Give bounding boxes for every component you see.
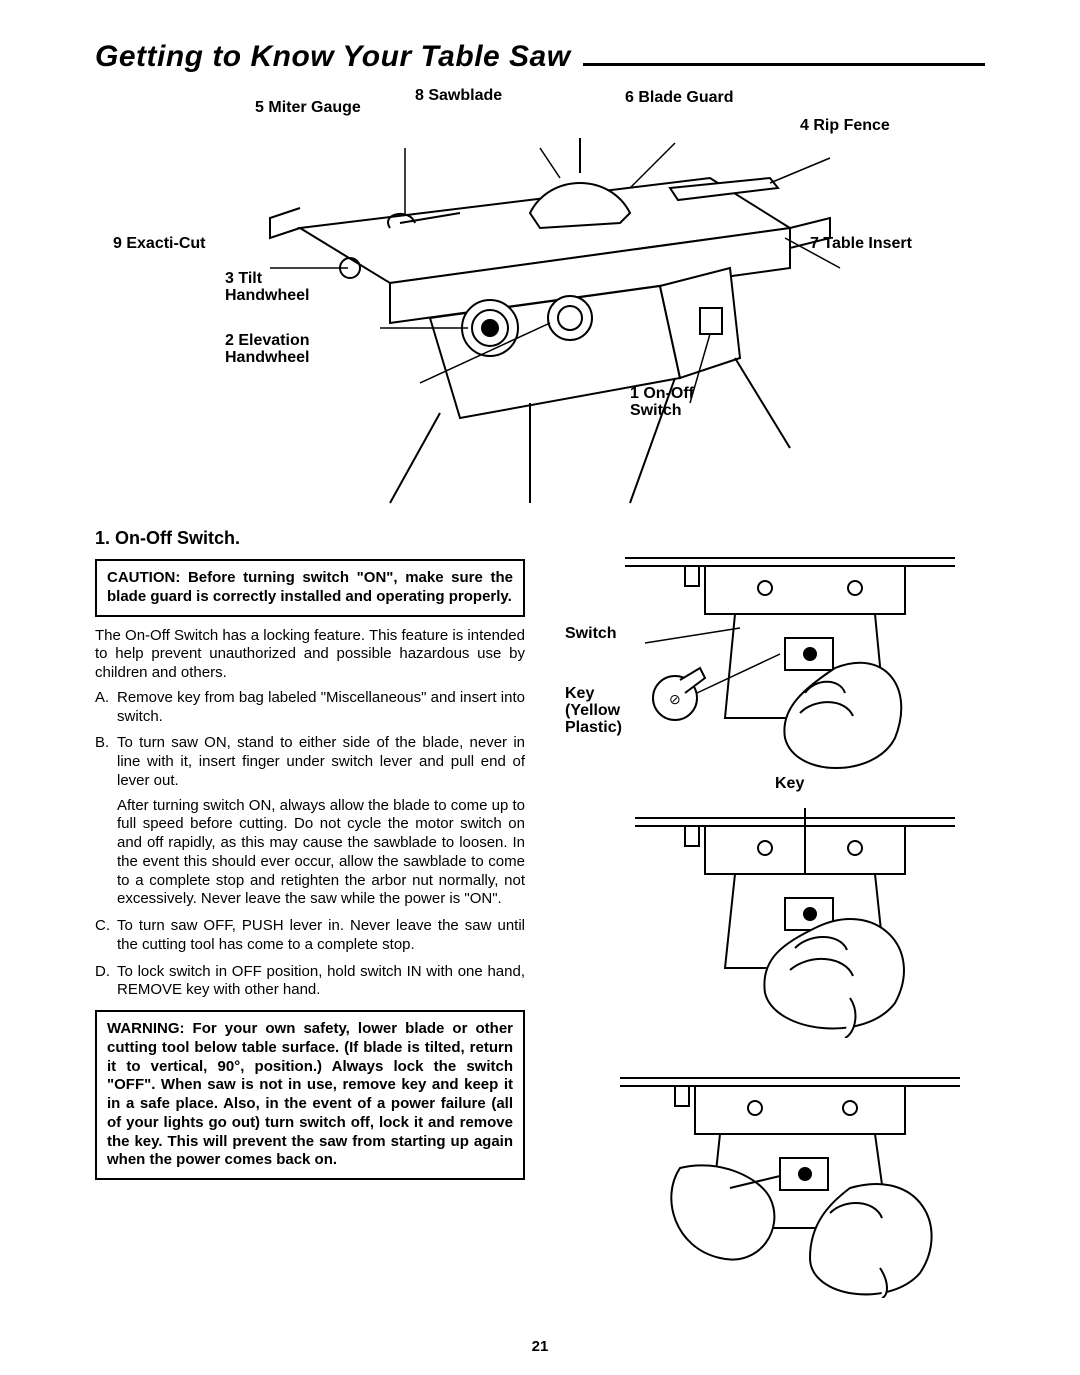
svg-text:⊘: ⊘ bbox=[669, 691, 681, 707]
right-column: ⊘ Switch Key (Yellow Plastic) Key bbox=[565, 528, 985, 1318]
title-row: Getting to Know Your Table Saw bbox=[95, 40, 985, 80]
label-sawblade: 8 Sawblade bbox=[415, 88, 502, 105]
switch-figure-1: ⊘ bbox=[585, 538, 965, 788]
label-blade-guard: 6 Blade Guard bbox=[625, 90, 734, 107]
label-table-insert: 7 Table Insert bbox=[810, 236, 912, 253]
title-rule bbox=[583, 63, 985, 66]
key-label-2: Key bbox=[775, 776, 804, 793]
key-label-group: Key (Yellow Plastic) bbox=[565, 686, 622, 736]
label-exacti-cut: 9 Exacti-Cut bbox=[113, 236, 205, 253]
switch-figures: ⊘ Switch Key (Yellow Plastic) Key bbox=[565, 528, 985, 1318]
switch-figure-3 bbox=[620, 1058, 960, 1298]
page-title: Getting to Know Your Table Saw bbox=[95, 40, 571, 74]
label-rip-fence: 4 Rip Fence bbox=[800, 118, 890, 135]
left-column: 1. On-Off Switch. CAUTION: Before turnin… bbox=[95, 528, 525, 1318]
step-c: To turn saw OFF, PUSH lever in. Never le… bbox=[95, 917, 525, 955]
label-on-off-switch: 1 On-Off Switch bbox=[630, 386, 694, 420]
intro-text: The On-Off Switch has a locking feature.… bbox=[95, 627, 525, 683]
step-d: To lock switch in OFF position, hold swi… bbox=[95, 963, 525, 1001]
steps-list: Remove key from bag labeled "Miscellaneo… bbox=[95, 689, 525, 1000]
table-saw-illustration bbox=[230, 118, 850, 508]
step-b: To turn saw ON, stand to either side of … bbox=[95, 734, 525, 909]
step-a: Remove key from bag labeled "Miscellaneo… bbox=[95, 689, 525, 727]
caution-box: CAUTION: Before turning switch "ON", mak… bbox=[95, 559, 525, 617]
warning-box: WARNING: For your own safety, lower blad… bbox=[95, 1010, 525, 1180]
label-tilt-handwheel: 3 Tilt Handwheel bbox=[225, 271, 309, 305]
section-heading: 1. On-Off Switch. bbox=[95, 528, 525, 549]
step-b-extra: After turning switch ON, always allow th… bbox=[117, 797, 525, 910]
label-miter-gauge: 5 Miter Gauge bbox=[255, 100, 361, 117]
switch-figure-2 bbox=[635, 798, 955, 1038]
switch-label: Switch bbox=[565, 626, 617, 643]
main-diagram: 5 Miter Gauge 8 Sawblade 6 Blade Guard 4… bbox=[95, 88, 985, 508]
label-elevation-handwheel: 2 Elevation Handwheel bbox=[225, 333, 310, 367]
page-number: 21 bbox=[532, 1338, 549, 1355]
